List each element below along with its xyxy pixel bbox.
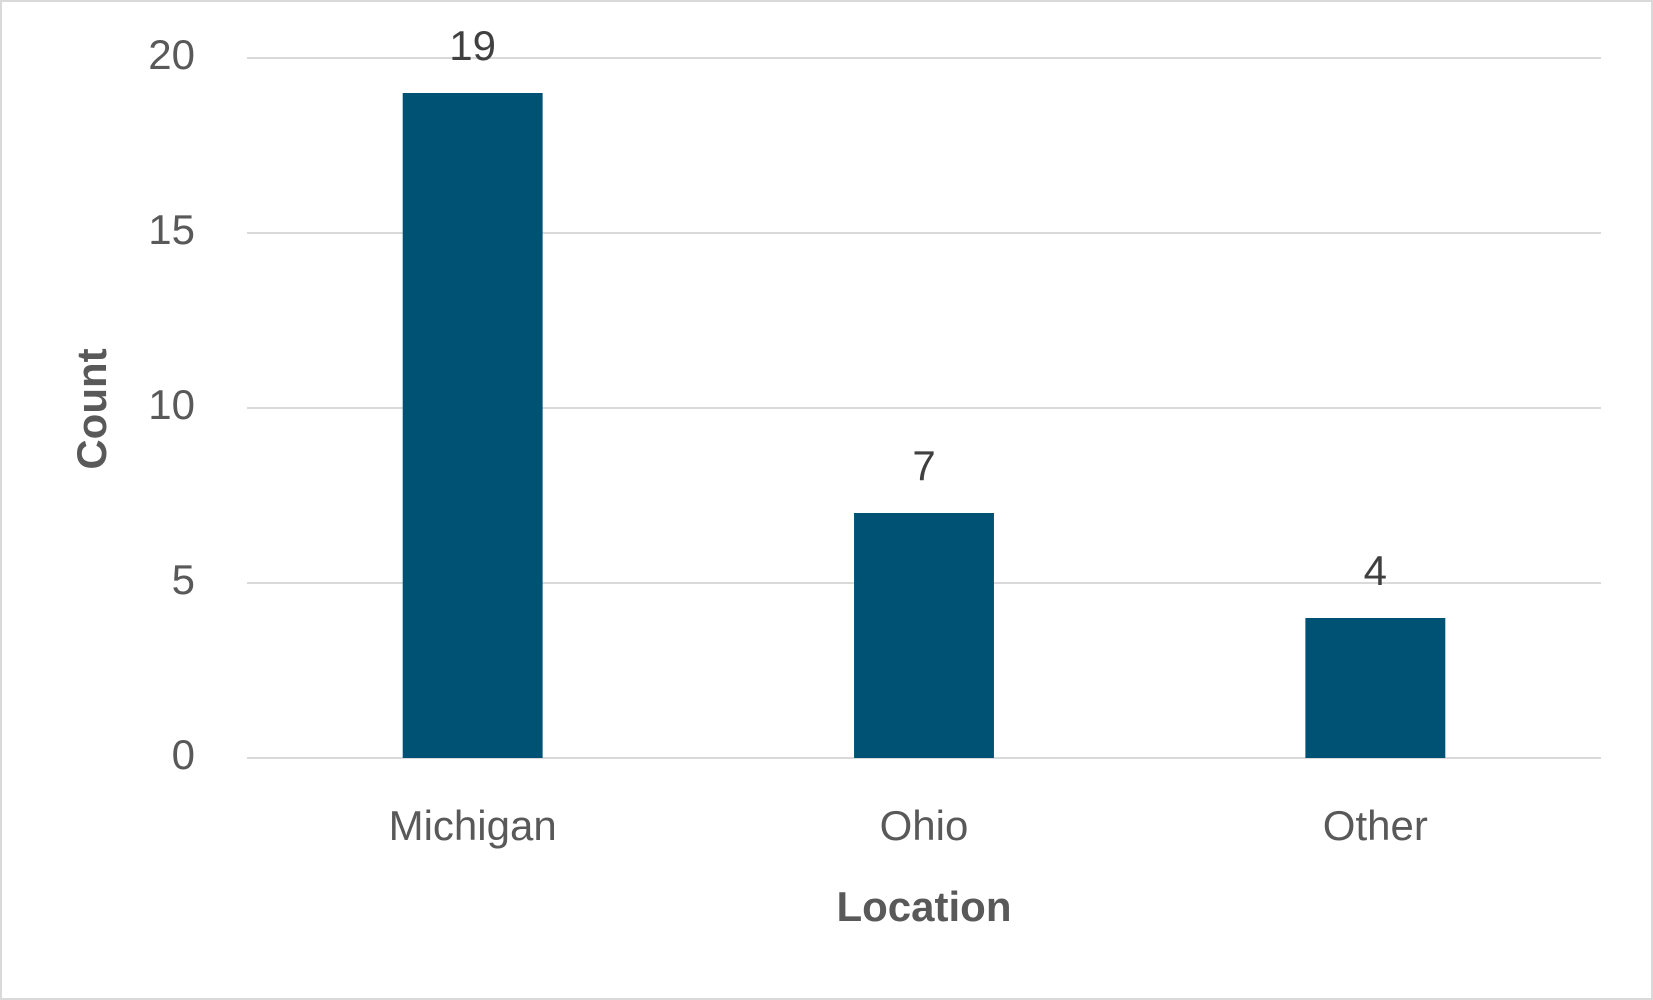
y-tick-label: 10: [148, 381, 195, 428]
x-tick-label: Michigan: [389, 802, 557, 849]
y-axis-label: Count: [68, 348, 115, 469]
x-axis-label: Location: [837, 883, 1012, 930]
y-tick-label: 5: [172, 556, 195, 603]
data-label: 7: [912, 442, 935, 489]
x-tick-label: Other: [1323, 802, 1428, 849]
y-tick-label: 0: [172, 731, 195, 778]
data-label: 4: [1364, 547, 1387, 594]
y-tick-label: 20: [148, 31, 195, 78]
bar: [1305, 618, 1446, 758]
y-tick-label: 15: [148, 206, 195, 253]
bar: [402, 93, 543, 758]
bar: [854, 513, 994, 758]
data-label: 19: [449, 22, 496, 69]
x-tick-label: Ohio: [880, 802, 969, 849]
